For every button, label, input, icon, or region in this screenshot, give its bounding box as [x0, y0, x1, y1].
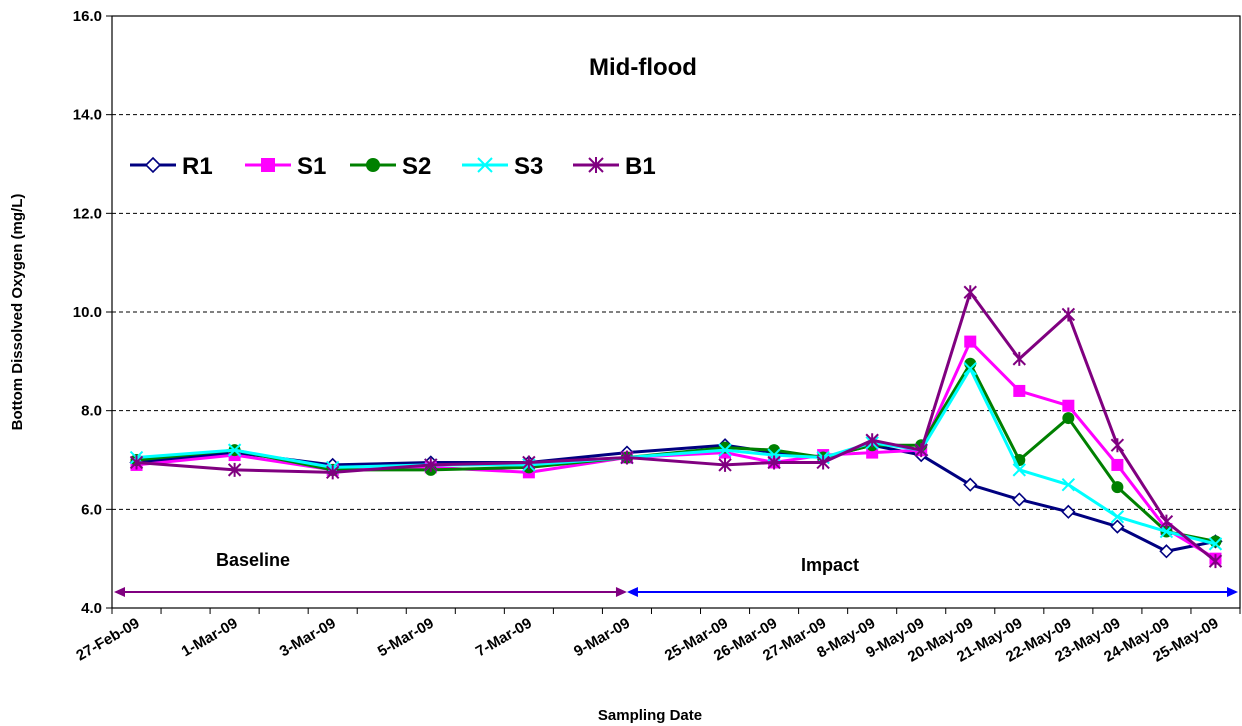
arrow-head-right — [1227, 587, 1238, 597]
data-point — [620, 450, 634, 465]
data-point — [767, 455, 781, 470]
y-tick-label: 14.0 — [73, 107, 102, 124]
data-point — [718, 457, 732, 472]
data-point — [1061, 307, 1076, 322]
data-point — [1159, 524, 1174, 539]
data-point — [1110, 438, 1125, 453]
y-tick-label: 6.0 — [81, 501, 102, 518]
gridlines — [112, 114, 1240, 510]
y-tick-label: 16.0 — [73, 8, 102, 25]
data-point — [1012, 351, 1027, 366]
series-b1 — [129, 285, 1223, 569]
x-axis-label: Sampling Date — [598, 707, 702, 724]
legend-label: S1 — [297, 153, 326, 180]
legend-label: B1 — [625, 153, 656, 180]
data-point — [424, 457, 438, 472]
data-point — [718, 443, 732, 457]
data-point — [1012, 492, 1027, 507]
legend-item-r1: R1 — [130, 153, 213, 180]
series-group — [129, 285, 1223, 569]
data-point — [964, 335, 977, 348]
arrow-head-right — [615, 587, 627, 597]
legend-label: S2 — [402, 153, 431, 180]
arrow-head-left — [114, 587, 125, 597]
data-point — [1159, 544, 1174, 559]
data-point — [963, 477, 978, 492]
data-point — [1208, 554, 1223, 569]
data-point — [227, 443, 242, 457]
y-axis-label: Bottom Dissolved Oxygen (mg/L) — [9, 194, 26, 431]
data-point — [1110, 519, 1125, 534]
legend: R1 S1 S2 S3 B1 — [130, 153, 656, 180]
data-point — [1159, 514, 1174, 529]
arrow-head-left — [626, 587, 638, 597]
y-tick-label: 4.0 — [81, 600, 102, 617]
data-point — [1110, 510, 1125, 524]
chart-title: Mid-flood — [589, 54, 697, 81]
data-point — [1208, 537, 1223, 551]
data-point — [1013, 384, 1026, 397]
data-point — [261, 158, 275, 172]
data-point — [477, 157, 493, 173]
data-point — [588, 157, 604, 173]
legend-item-b1: B1 — [573, 153, 656, 180]
baseline-arrow — [114, 587, 627, 597]
legend-item-s1: S1 — [245, 153, 326, 180]
data-point — [1111, 458, 1124, 471]
legend-item-s3: S3 — [462, 153, 543, 180]
period-arrows — [114, 587, 1238, 597]
data-point — [129, 455, 144, 470]
legend-item-s2: S2 — [350, 153, 431, 180]
data-point — [522, 455, 536, 470]
y-tick-label: 10.0 — [73, 304, 102, 321]
y-tick-label: 12.0 — [73, 205, 102, 222]
data-point — [366, 158, 380, 172]
legend-label: R1 — [182, 153, 213, 180]
impact-arrow — [626, 587, 1238, 597]
legend-label: S3 — [514, 153, 543, 180]
data-point — [914, 443, 928, 458]
data-point — [963, 362, 977, 376]
data-point — [1062, 412, 1075, 425]
data-point — [963, 285, 977, 300]
data-point — [1061, 477, 1076, 492]
baseline-label: Baseline — [216, 550, 290, 570]
data-point — [325, 465, 340, 480]
data-point — [1061, 504, 1076, 519]
data-point — [816, 455, 830, 470]
data-point — [1111, 481, 1124, 494]
impact-label: Impact — [801, 555, 859, 575]
data-point — [1012, 463, 1027, 477]
data-point — [1062, 399, 1075, 412]
y-tick-label: 8.0 — [81, 403, 102, 420]
data-point — [227, 462, 242, 477]
data-point — [144, 156, 162, 174]
data-point — [865, 433, 879, 448]
